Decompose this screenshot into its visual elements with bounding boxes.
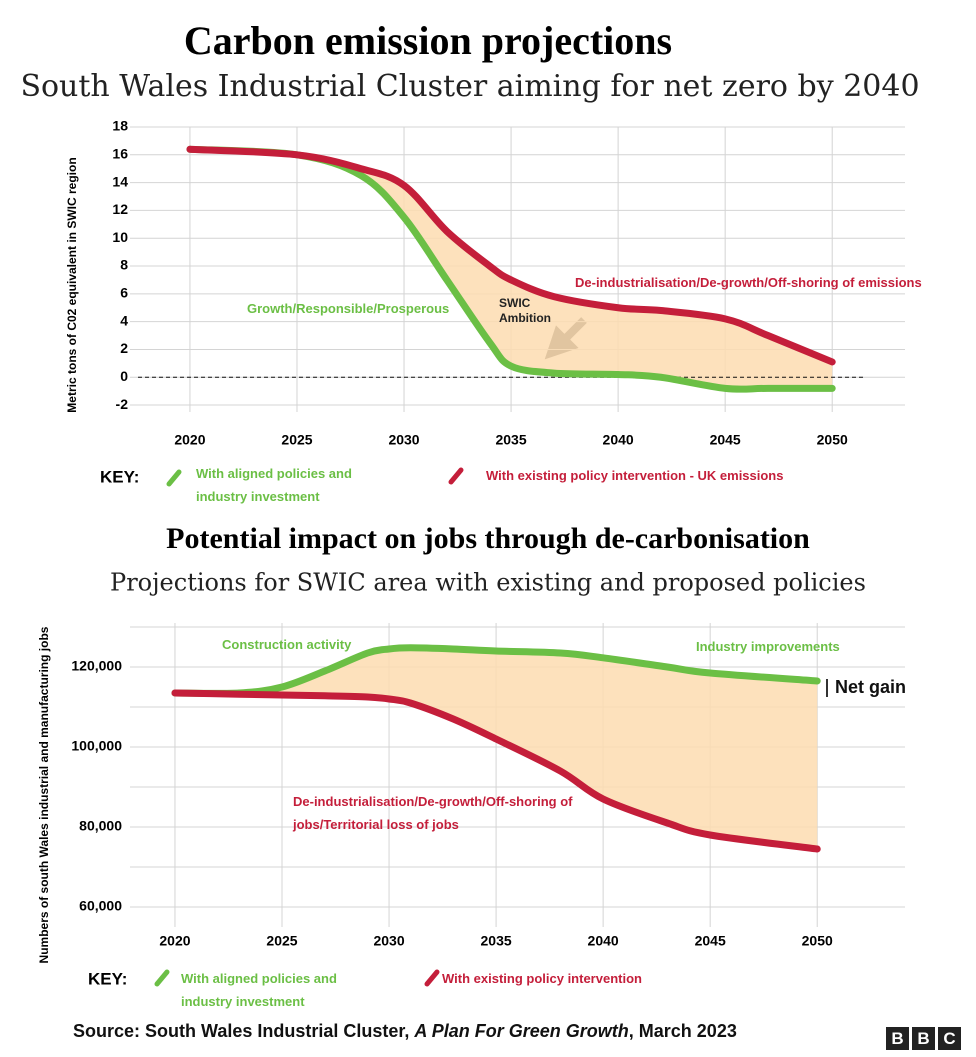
chart-subtitle: South Wales Industrial Cluster aiming fo… [20,69,919,104]
chart-title: Potential impact on jobs through de-carb… [166,522,810,555]
y-tick-label: 12 [112,201,128,217]
source: Source: South Wales Industrial Cluster, … [73,1021,737,1042]
annotation: Construction activity [222,637,352,652]
y-tick-label: 4 [120,312,128,328]
source-text: Source: South Wales Industrial Cluster, [73,1021,410,1041]
y-tick-label: 10 [112,229,128,245]
x-tick-label: 2020 [159,933,190,949]
annotation: De-industrialisation/De-growth/Off-shori… [293,794,573,832]
chart-title: Carbon emission projections [184,18,672,63]
y-tick-label: 2 [120,340,128,356]
annotation: Net gain [835,677,907,697]
legend-label: With aligned policies and industry inves… [181,971,337,1009]
x-tick-label: 2030 [373,933,404,949]
logo-letter: B [912,1027,935,1050]
legend-label: With existing policy intervention [442,971,642,986]
x-tick-label: 2025 [266,933,297,949]
x-tick-label: 2020 [174,432,205,448]
y-tick-label: 6 [120,285,128,301]
logo-letter: B [886,1027,909,1050]
series-line [186,145,836,366]
x-tick-label: 2050 [802,933,833,949]
chart-subtitle: Projections for SWIC area with existing … [110,569,866,597]
x-tick-label: 2045 [695,933,726,949]
legend-swatch [424,969,440,987]
gap-fill [174,647,818,849]
y-tick-label: 16 [112,146,128,162]
legend-swatch [154,969,170,987]
gap-fill [189,149,833,390]
y-tick-label: 60,000 [79,898,122,914]
logo-letter: C [938,1027,961,1050]
series-line [171,644,821,697]
y-axis-title: Numbers of south Wales industrial and ma… [37,626,51,963]
legend-swatch [166,469,182,487]
y-tick-label: -2 [116,396,129,412]
x-tick-label: 2030 [388,432,419,448]
annotation: Industry improvements [696,639,840,654]
series-line [171,689,821,853]
x-tick-label: 2050 [817,432,848,448]
series-line [186,145,836,393]
y-tick-label: 8 [120,257,128,273]
source-date: , March 2023 [628,1021,737,1041]
legend-swatch [448,467,464,485]
y-axis-title: Metric tons of C02 equivalent in SWIC re… [65,157,79,412]
x-tick-label: 2045 [710,432,741,448]
annotation: Growth/Responsible/Prosperous [247,301,450,316]
source-title: A Plan For Green Growth [414,1021,629,1041]
legend-label: With existing policy intervention - UK e… [486,468,784,483]
y-tick-label: 18 [112,118,128,134]
y-tick-label: 100,000 [71,738,122,754]
y-tick-label: 14 [112,173,128,189]
x-tick-label: 2040 [588,933,619,949]
annotation: SWIC Ambition [499,296,551,325]
y-tick-label: 80,000 [79,818,122,834]
key-label: KEY: [88,969,127,988]
x-tick-label: 2025 [281,432,312,448]
x-tick-label: 2035 [495,432,526,448]
key-label: KEY: [100,467,139,486]
x-tick-label: 2040 [603,432,634,448]
y-tick-label: 0 [120,368,128,384]
x-tick-label: 2035 [481,933,512,949]
y-tick-label: 120,000 [71,658,122,674]
annotation: De-industrialisation/De-growth/Off-shori… [575,275,922,290]
legend-label: With aligned policies and industry inves… [196,466,352,504]
